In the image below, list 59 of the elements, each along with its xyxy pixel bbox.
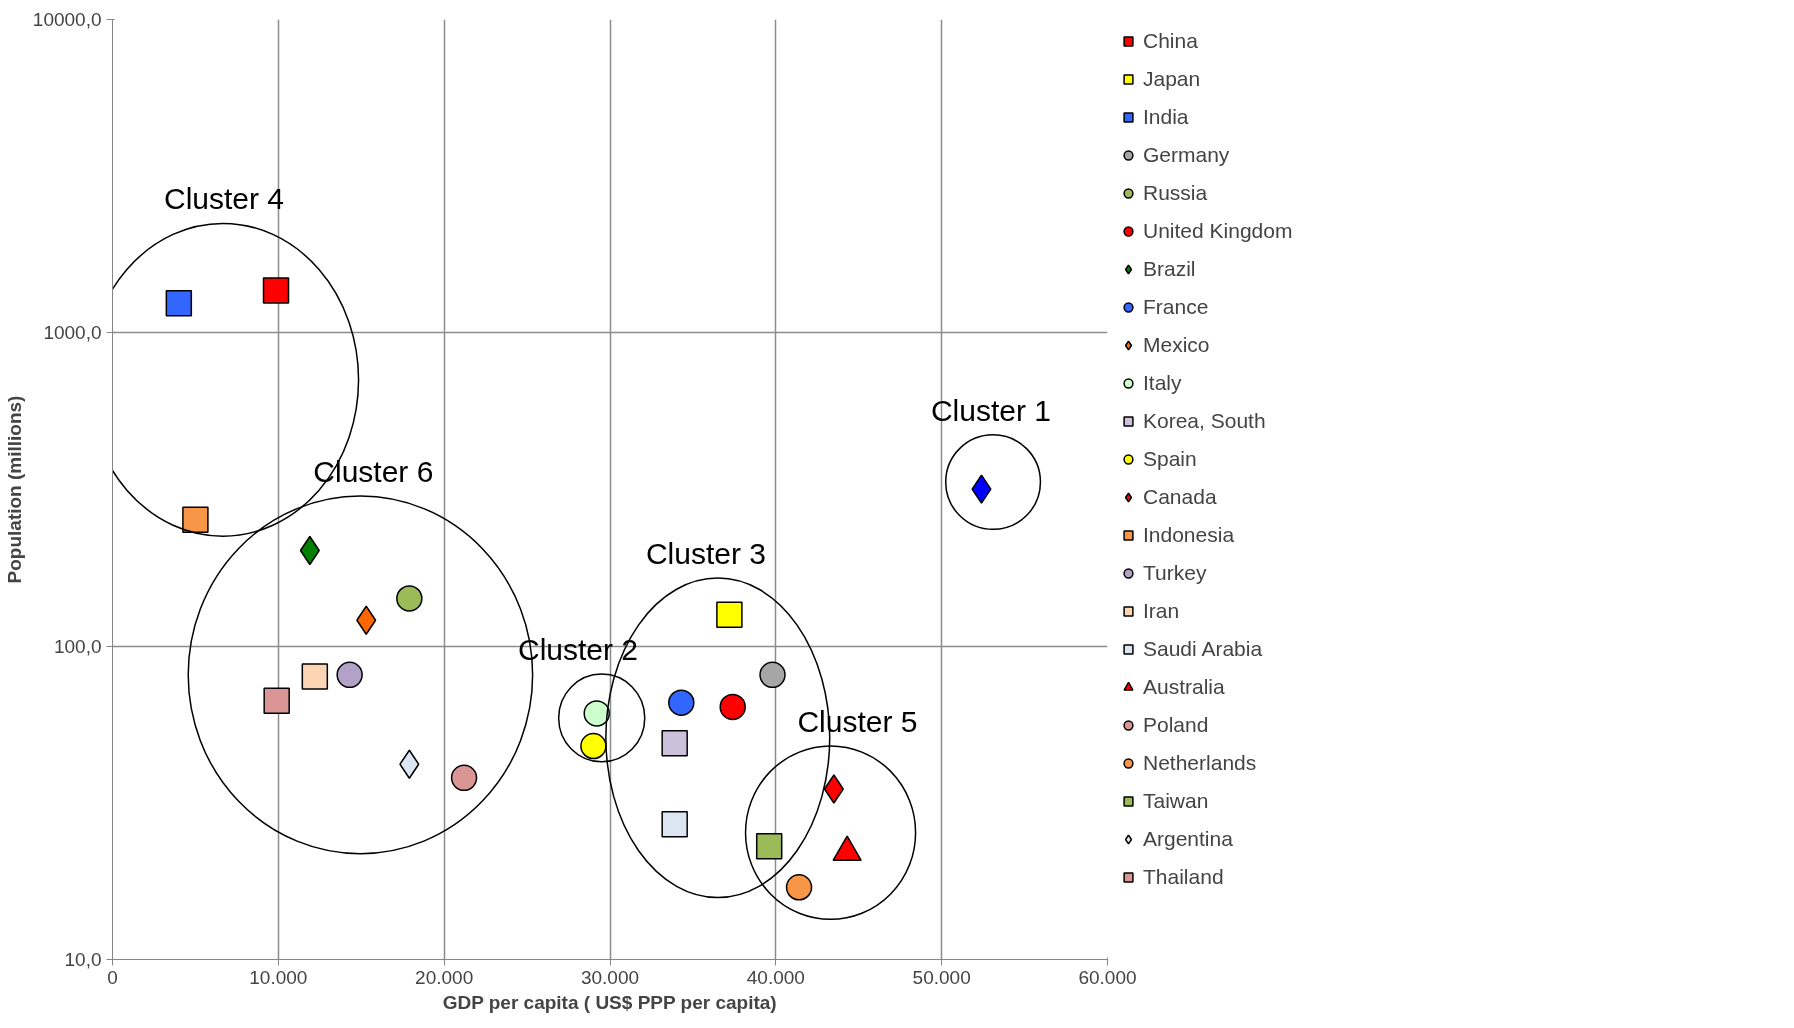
y-tick-label: 100,0	[53, 635, 102, 657]
legend-label: Spain	[1143, 447, 1197, 471]
annotation: Cluster 4	[164, 182, 285, 216]
y-tick-label: 10000,0	[32, 9, 102, 30]
legend-label: Netherlands	[1143, 751, 1257, 775]
annotation: Cluster 1	[930, 393, 1051, 427]
point	[716, 601, 743, 628]
point	[263, 687, 290, 714]
legend-label: Australia	[1143, 675, 1225, 699]
x-tick-label: 30.000	[580, 966, 640, 988]
point	[661, 729, 688, 757]
legend-label: Brazil	[1143, 257, 1196, 281]
point	[668, 689, 695, 716]
legend-label: India	[1143, 105, 1189, 129]
legend-label: France	[1143, 295, 1209, 319]
x-tick-label: 60.000	[1078, 966, 1137, 988]
point	[301, 663, 329, 690]
x-tick-label: 40.000	[746, 966, 805, 988]
annotation: Cluster 3	[645, 537, 766, 571]
point	[399, 749, 420, 779]
legend-label: Mexico	[1143, 333, 1210, 357]
point	[356, 605, 377, 635]
y-tick-label: 1000,0	[43, 322, 102, 344]
legend-label: Germany	[1143, 143, 1230, 167]
legend-label: Saudi Arabia	[1143, 637, 1263, 661]
point	[719, 693, 746, 721]
point	[182, 506, 209, 534]
point	[165, 290, 193, 317]
x-tick-label: 0	[107, 966, 118, 988]
legend-label: Poland	[1143, 713, 1209, 737]
legend-label: United Kingdom	[1143, 219, 1293, 243]
point	[396, 585, 423, 612]
legend-label: Korea, South	[1143, 409, 1266, 433]
legend-label: Taiwan	[1143, 789, 1209, 813]
y-tick-label: 10,0	[64, 949, 102, 970]
legend-label: China	[1143, 29, 1198, 53]
legend-label: Italy	[1143, 371, 1182, 395]
x-tick-label: 10.000	[249, 966, 308, 988]
point	[336, 661, 363, 689]
x-tick-label: 20.000	[415, 966, 474, 988]
x-tick-label: 50.000	[912, 966, 971, 988]
point	[785, 874, 813, 901]
x-axis-title: GDP per capita ( US$ PPP per capita)	[442, 991, 777, 1013]
point	[262, 277, 290, 304]
legend-label: Canada	[1143, 485, 1217, 509]
legend-label: Thailand	[1143, 865, 1224, 889]
legend-label: Turkey	[1143, 561, 1207, 585]
point	[755, 832, 783, 860]
point	[450, 764, 478, 792]
y-axis-title: Population (millions)	[3, 395, 25, 584]
legend-label: Iran	[1143, 599, 1180, 623]
legend-label: Indonesia	[1143, 523, 1235, 547]
legend-label: Japan	[1143, 67, 1201, 91]
point	[823, 774, 844, 804]
legend-label: Russia	[1143, 181, 1208, 205]
point	[580, 732, 607, 760]
legend-label: Argentina	[1143, 827, 1233, 851]
point	[661, 811, 688, 838]
point	[759, 661, 786, 689]
